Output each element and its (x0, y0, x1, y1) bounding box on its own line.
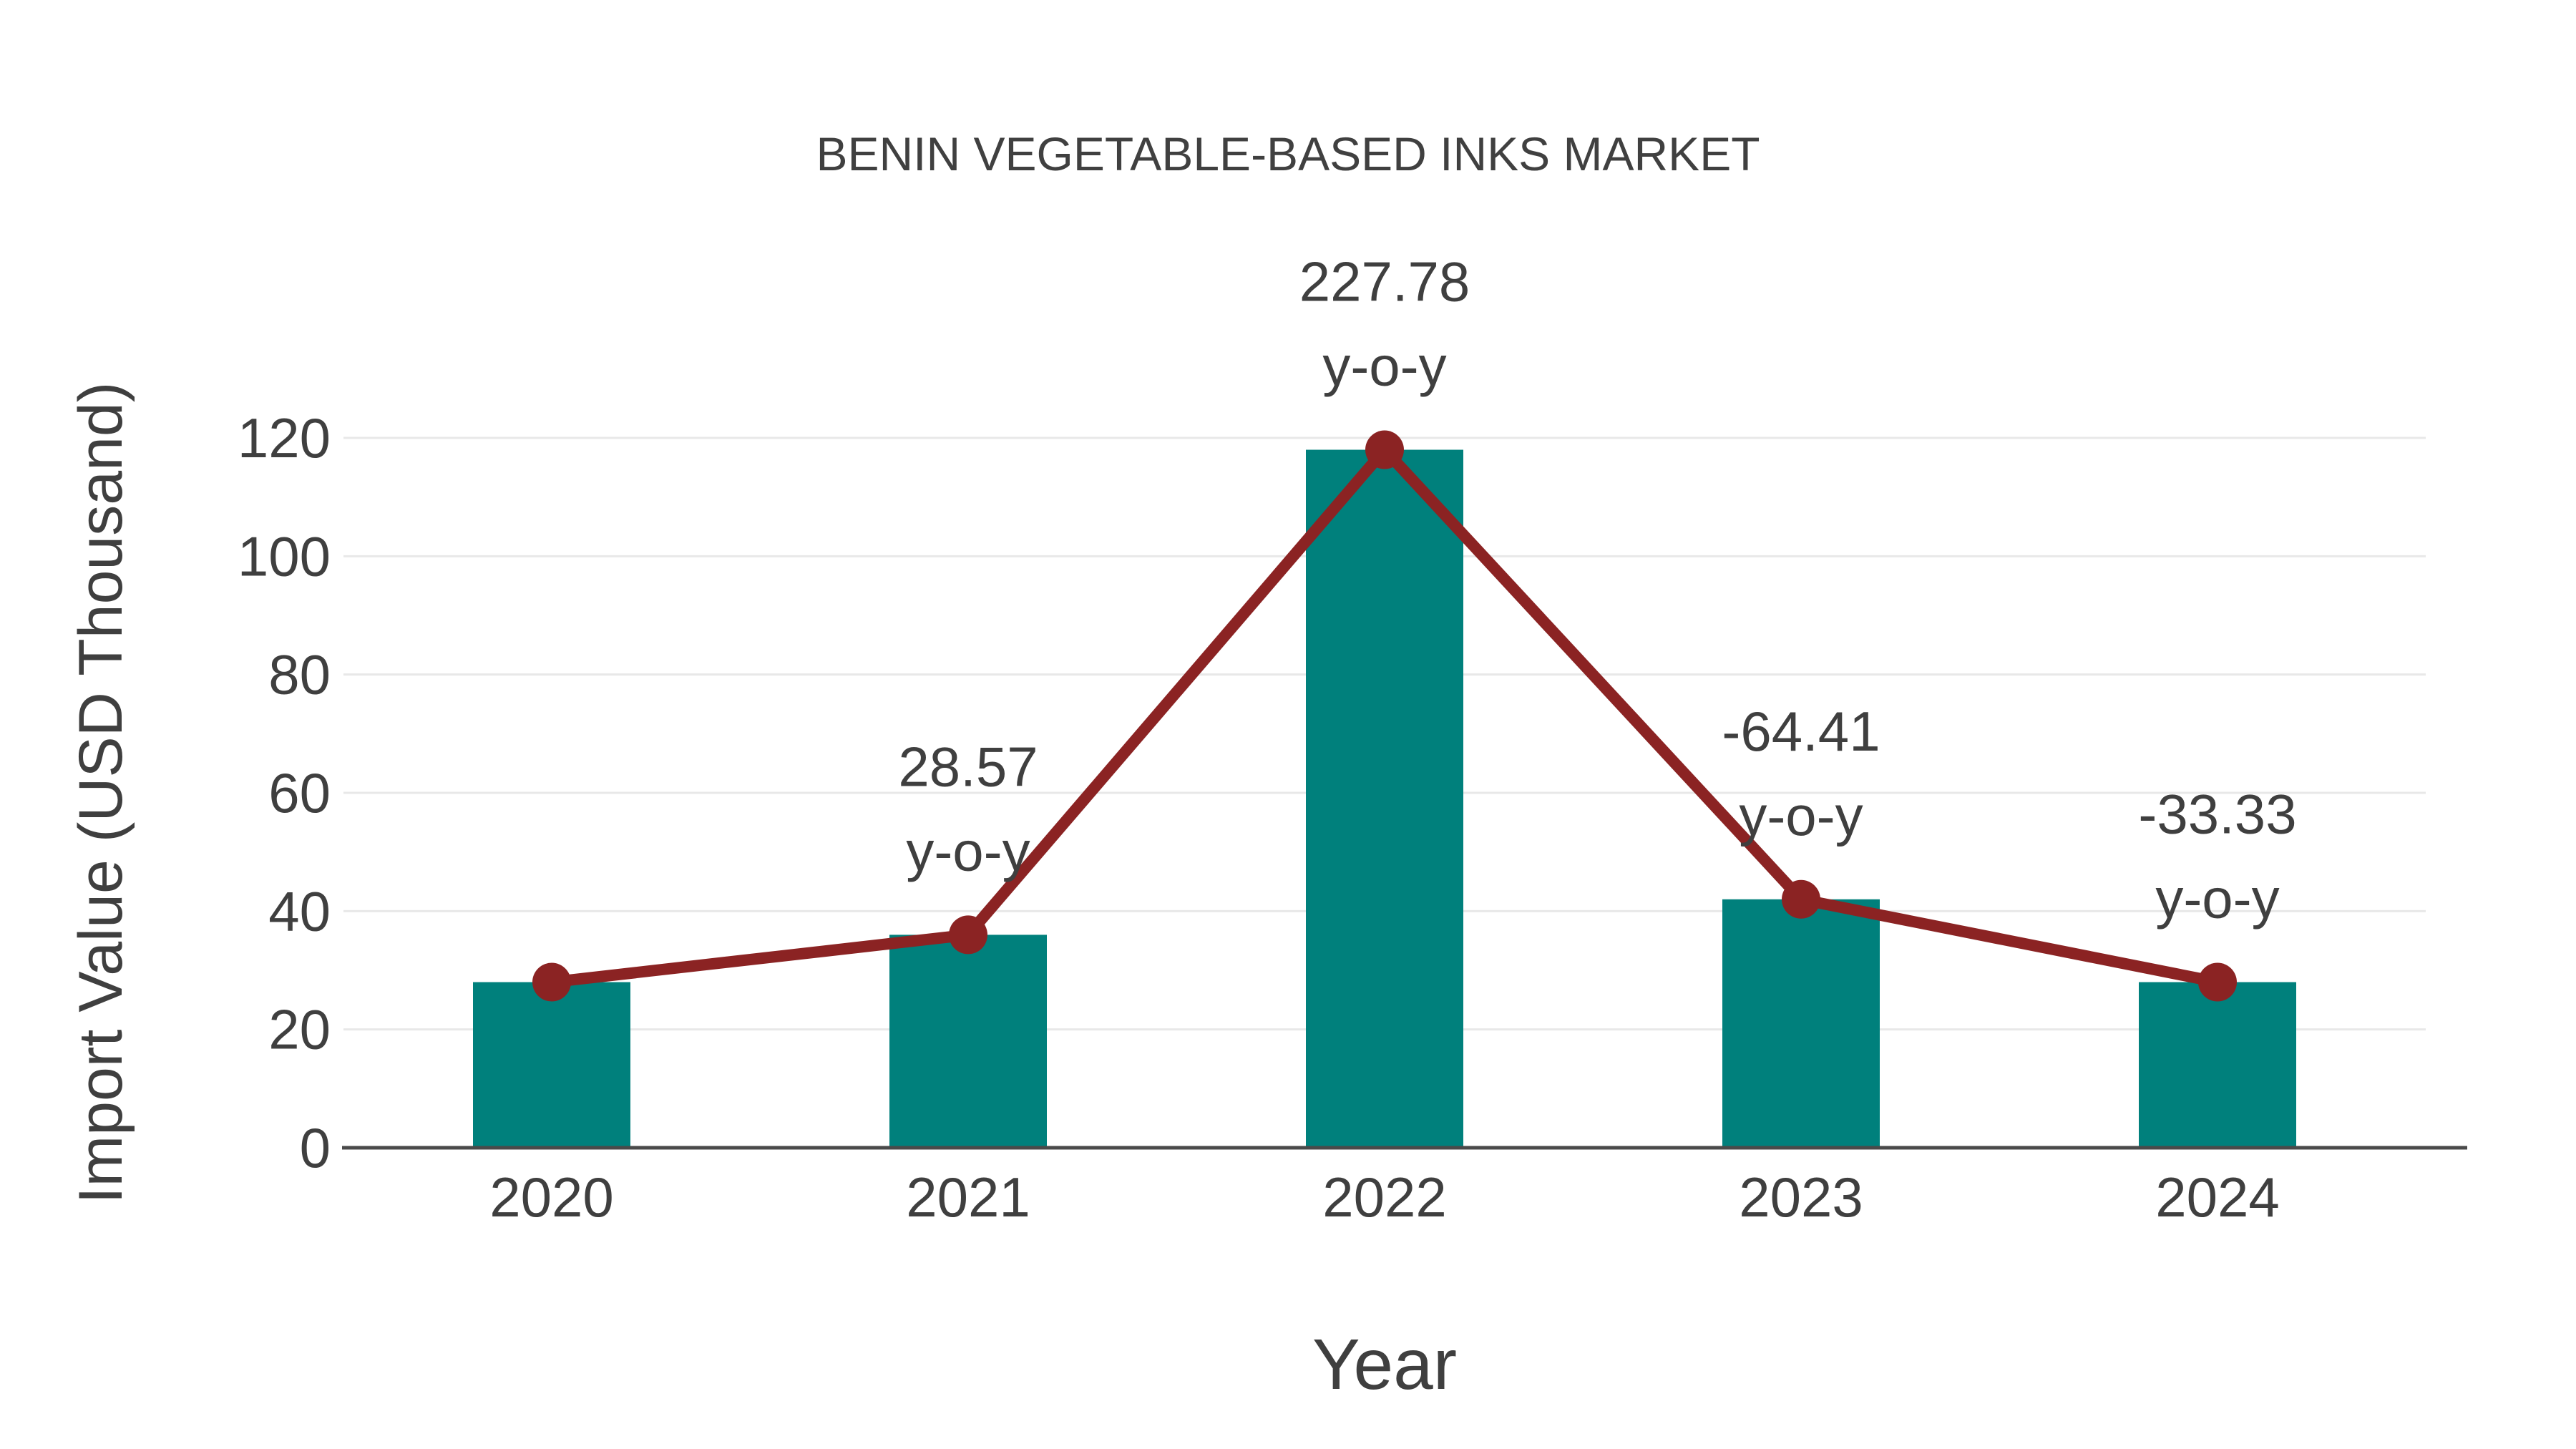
bar-2024 (2139, 982, 2296, 1148)
y-axis-title: Import Value (USD Thousand) (67, 382, 135, 1204)
annotation-value-2021: 28.57 (898, 735, 1038, 798)
bar-2020 (473, 982, 630, 1148)
x-tick-label-2024: 2024 (2155, 1166, 2280, 1229)
x-tick-label-2022: 2022 (1322, 1166, 1447, 1229)
y-tick-label-40: 40 (268, 879, 331, 942)
annotation-suffix-2023: y-o-y (1739, 784, 1863, 847)
bars-group (473, 449, 2296, 1148)
y-tick-labels-group: 0 20 40 60 80 100 120 (238, 406, 331, 1179)
x-tick-labels-group: 2020 2021 2022 2023 2024 (489, 1166, 2280, 1229)
bar-2022 (1306, 449, 1463, 1148)
marker-2020 (532, 962, 571, 1002)
y-tick-label-120: 120 (238, 406, 331, 469)
x-axis-title: Year (1312, 1324, 1457, 1405)
y-tick-label-0: 0 (300, 1116, 331, 1179)
annotations-group: 28.57 y-o-y 227.78 y-o-y -64.41 y-o-y -33.33 y-… (898, 250, 2296, 930)
y-tick-label-20: 20 (268, 998, 331, 1061)
marker-2023 (1782, 879, 1820, 919)
x-tick-label-2023: 2023 (1739, 1166, 1863, 1229)
trend-line-group (532, 430, 2237, 1002)
annotation-value-2023: -64.41 (1722, 700, 1880, 763)
bar-2023 (1722, 899, 1880, 1148)
x-tick-label-2021: 2021 (906, 1166, 1030, 1229)
marker-2021 (949, 915, 987, 955)
y-tick-label-80: 80 (268, 643, 331, 706)
y-tick-label-60: 60 (268, 761, 331, 824)
bar-2021 (889, 935, 1047, 1148)
annotation-value-2022: 227.78 (1299, 250, 1470, 313)
annotation-suffix-2022: y-o-y (1322, 335, 1446, 398)
chart-title: BENIN VEGETABLE-BASED INKS MARKET (816, 127, 1760, 180)
x-tick-label-2020: 2020 (489, 1166, 614, 1229)
annotation-suffix-2024: y-o-y (2155, 867, 2279, 930)
marker-2024 (2198, 962, 2237, 1002)
annotation-value-2024: -33.33 (2138, 783, 2296, 846)
annotation-suffix-2021: y-o-y (906, 819, 1030, 882)
y-tick-label-100: 100 (238, 525, 331, 587)
marker-2022 (1365, 430, 1404, 469)
